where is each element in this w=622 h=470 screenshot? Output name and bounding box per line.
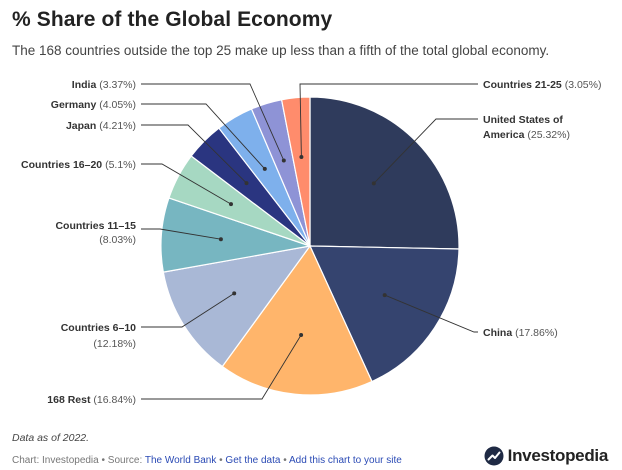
leader-dot	[232, 291, 237, 296]
leader-line	[141, 334, 302, 400]
slice-label-value: (4.05%)	[96, 99, 136, 111]
slice-label-name: India	[72, 79, 97, 91]
leader-dot	[371, 181, 376, 186]
slice-label: China (17.86%)	[483, 327, 558, 339]
slice-label-name: America	[483, 129, 525, 141]
investopedia-logo-icon	[484, 446, 504, 466]
leader-line	[141, 293, 235, 328]
slice-label: Countries 16–20 (5.1%)	[21, 159, 136, 171]
credit-separator: •	[216, 455, 226, 466]
leader-line	[299, 83, 478, 158]
slice-label-name: Japan	[66, 120, 96, 132]
slice-label-name: Countries 16–20	[21, 159, 102, 171]
leader-line	[141, 103, 266, 170]
add-chart-link[interactable]: Add this chart to your site	[288, 455, 402, 466]
chart-title: % Share of the Global Economy	[12, 8, 333, 31]
slice-label-name: Countries 11–15	[55, 220, 136, 232]
investopedia-logo: Investopedia	[484, 446, 608, 466]
credit-prefix: Chart: Investopedia • Source:	[12, 455, 145, 466]
slice-label-name: Countries 21-25	[483, 79, 562, 91]
chart-subtitle: The 168 countries outside the top 25 mak…	[12, 43, 550, 58]
pie-slice[interactable]	[309, 96, 460, 250]
leader-dot	[281, 158, 286, 163]
logo-text: Investopedia	[507, 446, 609, 465]
slice-label-name: China	[483, 327, 512, 339]
slice-label-name: Countries 6–10	[61, 322, 136, 334]
leader-dot	[262, 166, 267, 171]
slice-label-value: (3.05%)	[562, 79, 602, 91]
leader-dot	[382, 293, 387, 298]
leader-line	[141, 163, 232, 205]
leader-line	[373, 118, 478, 184]
slice-label: United States of America (25.32%)	[483, 114, 570, 141]
slice-labels: United States of America (25.32%) China (1…	[21, 79, 601, 406]
leader-lines	[141, 83, 478, 400]
source-link[interactable]: The World Bank	[144, 455, 217, 466]
leader-line	[141, 83, 285, 161]
slice-label-value: (8.03%)	[99, 234, 136, 246]
leader-line	[141, 228, 221, 240]
pie-slice[interactable]	[280, 96, 311, 247]
leader-dot	[229, 202, 233, 207]
slice-label: Japan (4.21%)	[66, 120, 136, 132]
pie-slice[interactable]	[221, 244, 373, 396]
slice-label: Countries 11–15 (8.03%)	[55, 220, 136, 246]
slice-label: 168 Rest (16.84%)	[47, 394, 136, 406]
slice-label: Countries 21-25 (3.05%)	[483, 79, 601, 91]
slice-label-name: United States of	[483, 114, 563, 126]
leader-dot	[244, 181, 249, 186]
slice-label: Germany (4.05%)	[51, 99, 136, 111]
chart-credits: Chart: Investopedia • Source: The World …	[12, 455, 402, 466]
leader-line	[384, 294, 478, 333]
slice-label-name: Germany	[51, 99, 97, 111]
slice-label: Countries 6–10 (12.18%)	[61, 322, 136, 350]
pie-slice[interactable]	[162, 245, 312, 368]
slice-label-value: (5.1%)	[102, 159, 136, 171]
leader-dot	[299, 333, 304, 337]
slice-label: India (3.37%)	[72, 79, 136, 91]
pie-slice[interactable]	[309, 245, 460, 383]
slice-label-value: (16.84%)	[90, 394, 136, 406]
get-data-link[interactable]: Get the data	[225, 455, 281, 466]
slice-label-value: (17.86%)	[512, 327, 558, 339]
slice-label-value: (25.32%)	[524, 129, 570, 141]
data-note: Data as of 2022.	[12, 432, 90, 444]
slice-label-value: (4.21%)	[96, 120, 136, 132]
leader-dot	[299, 155, 304, 159]
credit-separator: •	[280, 455, 289, 466]
slice-label-value: (12.18%)	[93, 338, 136, 350]
slice-label-name: 168 Rest	[47, 394, 91, 406]
slice-label-value: (3.37%)	[96, 79, 136, 91]
leader-line	[141, 124, 247, 184]
leader-dot	[218, 237, 223, 242]
